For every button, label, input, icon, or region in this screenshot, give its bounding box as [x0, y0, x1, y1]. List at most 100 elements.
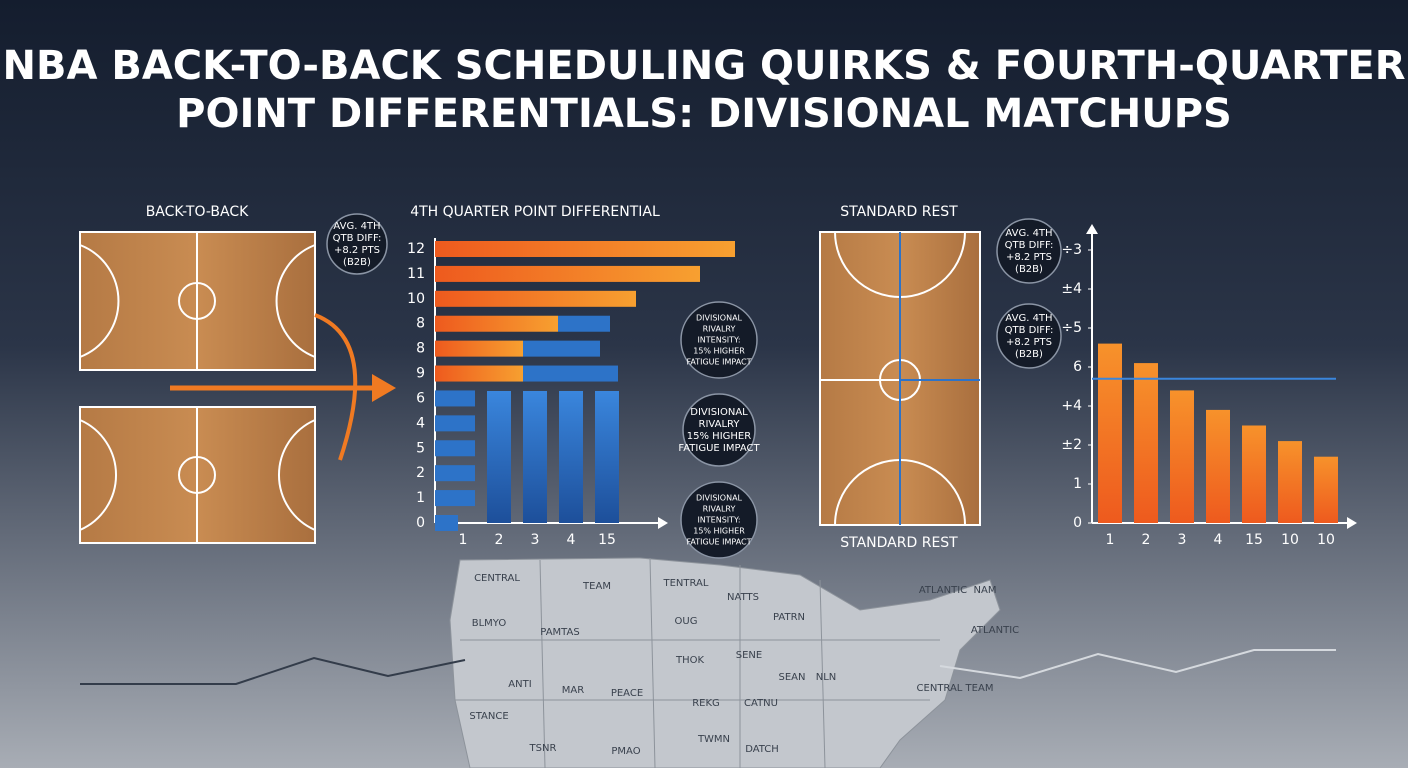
- bar: [487, 390, 511, 523]
- map-label: THOK: [675, 655, 704, 666]
- y-tick-label: 5: [416, 440, 425, 456]
- map-label: TEAM: [582, 581, 611, 592]
- y-tick-label: 6: [1073, 359, 1082, 375]
- map-label: ATLANTIC: [919, 585, 967, 596]
- x-tick-label: 2: [1142, 532, 1151, 548]
- badge-text: QTB DIFF:: [1005, 325, 1054, 336]
- y-tick-label: 6: [416, 390, 425, 406]
- map-label: CENTRAL TEAM: [917, 683, 994, 694]
- bar: [435, 465, 475, 482]
- map-label: PAMTAS: [540, 627, 579, 638]
- us-map: [449, 557, 1001, 769]
- bar: [1314, 456, 1338, 523]
- badge-text: FATIGUE IMPACT: [687, 358, 752, 367]
- badge-text: RIVALRY: [703, 325, 736, 334]
- bar: [435, 365, 523, 382]
- badge-text: DIVISIONAL: [696, 314, 743, 323]
- bar: [435, 241, 735, 257]
- arrow: [314, 313, 358, 461]
- badge-text: INTENSITY:: [697, 516, 740, 525]
- x-tick-label: 15: [598, 532, 616, 548]
- map-label: MAR: [562, 685, 584, 696]
- bar: [1098, 343, 1122, 523]
- map-label: PMAO: [611, 746, 640, 757]
- badge-text: QTB DIFF:: [1005, 240, 1054, 251]
- map-label: SEAN: [779, 672, 806, 683]
- x-tick-label: 3: [531, 532, 540, 548]
- badge: [996, 303, 1062, 369]
- map-label: NATTS: [727, 592, 759, 603]
- y-tick-label: 8: [416, 316, 425, 332]
- bar: [1278, 441, 1302, 523]
- badge-text: (B2B): [1015, 264, 1043, 275]
- y-tick-label: 0: [416, 515, 425, 531]
- badge-text: RIVALRY: [703, 505, 736, 514]
- badge-text: 15% HIGHER: [687, 431, 751, 442]
- label: BACK-TO-BACK: [146, 204, 249, 220]
- bar: [435, 315, 558, 332]
- map-label: PATRN: [773, 612, 805, 623]
- map-label: TENTRAL: [663, 578, 709, 589]
- map-label: BLMYO: [472, 618, 507, 629]
- badge-text: INTENSITY:: [697, 336, 740, 345]
- title: POINT DIFFERENTIALS: DIVISIONAL MATCHUPS: [176, 91, 1232, 137]
- bar: [435, 390, 475, 407]
- badge: [680, 301, 758, 379]
- badge: [326, 213, 388, 275]
- trend-line-left: [80, 656, 466, 685]
- badge: [996, 218, 1062, 284]
- badge-text: AVG. 4TH: [333, 221, 380, 232]
- bar: [523, 390, 547, 523]
- bar: [523, 340, 600, 357]
- badge: [682, 393, 756, 467]
- bar: [435, 440, 475, 457]
- y-tick-label: 8: [416, 341, 425, 357]
- badge-text: AVG. 4TH: [1005, 313, 1052, 324]
- axis-arrow: [1347, 517, 1357, 529]
- map-label: TSNR: [529, 743, 557, 754]
- map-label: PEACE: [611, 688, 643, 699]
- map-label: ATLANTIC: [971, 625, 1019, 636]
- map-label: NLN: [816, 672, 837, 683]
- bar: [1206, 409, 1230, 523]
- label: STANDARD REST: [840, 204, 958, 220]
- badge-text: +8.2 PTS: [334, 245, 380, 256]
- map-label: TWMN: [697, 734, 730, 745]
- y-tick-label: ±4: [1061, 281, 1082, 297]
- x-tick-label: 1: [1106, 532, 1115, 548]
- x-tick-label: 3: [1178, 532, 1187, 548]
- bar: [435, 265, 700, 282]
- badge-text: 15% HIGHER: [693, 527, 745, 536]
- badge-text: (B2B): [343, 257, 371, 268]
- bar: [558, 315, 610, 332]
- badge-text: +8.2 PTS: [1006, 252, 1052, 263]
- x-tick-label: 10: [1317, 532, 1335, 548]
- bar: [435, 515, 458, 531]
- y-tick-label: 4: [416, 415, 425, 431]
- bar: [523, 365, 618, 382]
- map-label: CATNU: [744, 698, 778, 709]
- badge-text: FATIGUE IMPACT: [678, 443, 760, 454]
- y-tick-label: 1: [1073, 476, 1082, 492]
- court: [79, 231, 981, 544]
- x-tick-label: 2: [495, 532, 504, 548]
- map-label: CENTRAL: [474, 573, 520, 584]
- x-tick-label: 4: [567, 532, 576, 548]
- x-tick-label: 1: [459, 532, 468, 548]
- axis-arrow: [1086, 224, 1098, 234]
- axis-arrow: [658, 517, 668, 529]
- bar: [1134, 363, 1158, 523]
- y-tick-label: 12: [407, 241, 425, 257]
- badge-text: +8.2 PTS: [1006, 337, 1052, 348]
- y-tick-label: +4: [1061, 398, 1082, 414]
- label: STANDARD REST: [840, 535, 958, 551]
- badge-text: 15% HIGHER: [693, 347, 745, 356]
- badge-text: RIVALRY: [699, 419, 741, 430]
- y-tick-label: ±2: [1061, 437, 1082, 453]
- bar: [435, 415, 475, 432]
- badge-text: (B2B): [1015, 349, 1043, 360]
- badge-text: DIVISIONAL: [696, 494, 743, 503]
- y-tick-label: 0: [1073, 515, 1082, 531]
- map-label: DATCH: [745, 744, 779, 755]
